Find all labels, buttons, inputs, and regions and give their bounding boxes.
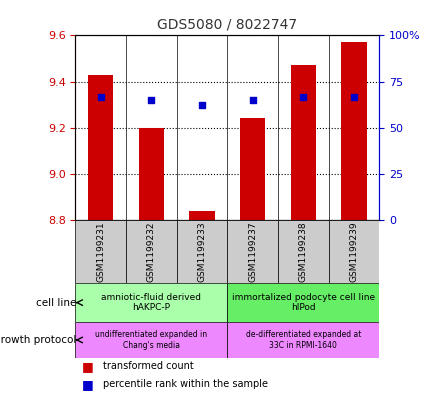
Bar xyxy=(138,128,164,220)
Bar xyxy=(75,283,227,322)
Bar xyxy=(176,220,227,283)
Bar xyxy=(126,220,176,283)
Bar xyxy=(341,42,366,220)
Bar xyxy=(290,65,315,220)
Bar xyxy=(75,220,126,283)
Bar xyxy=(328,220,378,283)
Text: percentile rank within the sample: percentile rank within the sample xyxy=(102,379,267,389)
Bar xyxy=(227,283,378,322)
Text: ■: ■ xyxy=(81,360,93,373)
Point xyxy=(249,97,255,103)
Text: transformed count: transformed count xyxy=(102,362,193,371)
Text: GSM1199232: GSM1199232 xyxy=(147,221,156,282)
Bar xyxy=(227,322,378,358)
Text: GSM1199231: GSM1199231 xyxy=(96,221,105,282)
Point xyxy=(299,94,306,100)
Text: undifferentiated expanded in
Chang's media: undifferentiated expanded in Chang's med… xyxy=(95,330,207,350)
Bar xyxy=(75,322,227,358)
Point xyxy=(147,97,154,103)
Text: GSM1199238: GSM1199238 xyxy=(298,221,307,282)
Bar xyxy=(227,220,277,283)
Point xyxy=(350,94,356,100)
Text: GSM1199233: GSM1199233 xyxy=(197,221,206,282)
Text: ■: ■ xyxy=(81,378,93,391)
Text: growth protocol: growth protocol xyxy=(0,335,76,345)
Title: GDS5080 / 8022747: GDS5080 / 8022747 xyxy=(157,17,297,31)
Text: amniotic-fluid derived
hAKPC-P: amniotic-fluid derived hAKPC-P xyxy=(101,293,201,312)
Point xyxy=(97,94,104,100)
Point xyxy=(198,101,205,108)
Bar xyxy=(189,211,214,220)
Text: GSM1199237: GSM1199237 xyxy=(248,221,257,282)
Bar xyxy=(277,220,328,283)
Text: de-differentiated expanded at
33C in RPMI-1640: de-differentiated expanded at 33C in RPM… xyxy=(245,330,360,350)
Bar xyxy=(88,75,113,220)
Text: cell line: cell line xyxy=(36,298,76,308)
Text: immortalized podocyte cell line
hIPod: immortalized podocyte cell line hIPod xyxy=(231,293,374,312)
Text: GSM1199239: GSM1199239 xyxy=(349,221,358,282)
Bar xyxy=(240,118,265,220)
